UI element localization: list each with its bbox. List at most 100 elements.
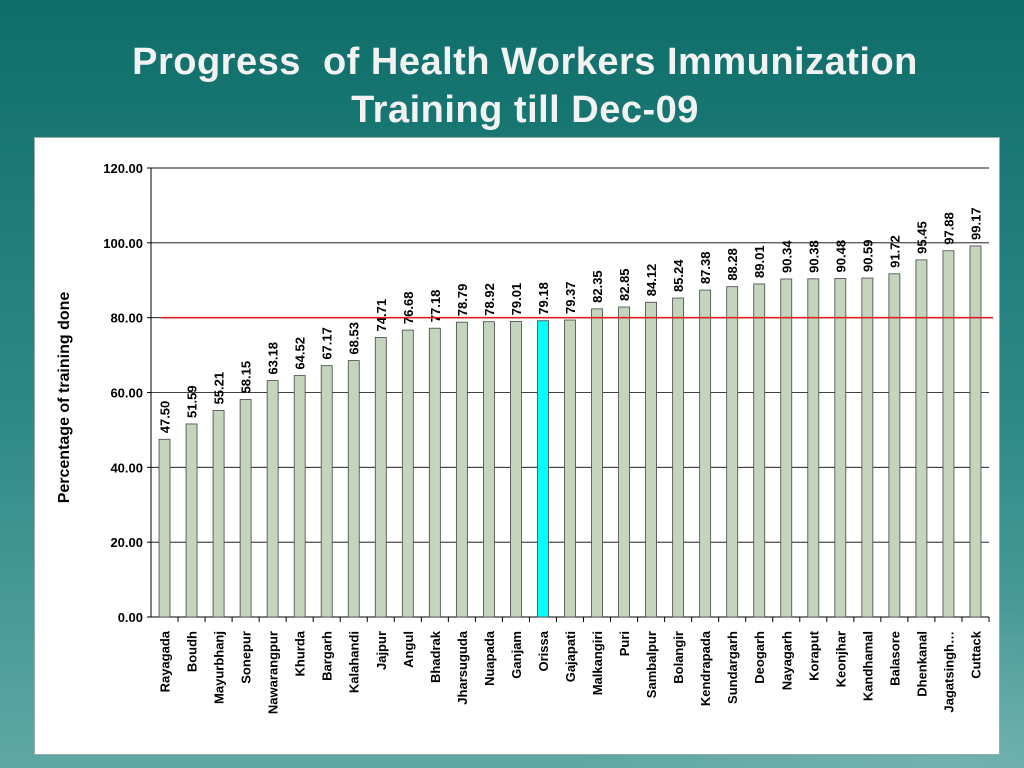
- bar: [510, 320, 522, 618]
- bar: [618, 306, 630, 618]
- data-label: 79.18: [536, 282, 551, 315]
- data-label: 84.12: [644, 264, 659, 297]
- bar: [942, 250, 955, 618]
- data-label: 79.37: [563, 281, 578, 314]
- category-label: Kalahandi: [347, 631, 362, 693]
- bar: [212, 410, 225, 618]
- category-label: Koraput: [806, 630, 821, 681]
- data-label: 89.01: [752, 245, 767, 278]
- bar: [807, 278, 820, 618]
- slide-title-line1: Progress of Health Workers Immunization: [132, 41, 918, 83]
- chart-panel: 0.00 20.00 40.00 60.00 80.00 100.00 120.00 Perc…: [34, 137, 1000, 755]
- bar: [347, 360, 360, 618]
- bar: [753, 283, 766, 618]
- data-label: 68.53: [347, 322, 362, 355]
- data-label: 51.59: [185, 385, 200, 418]
- data-label: 55.21: [212, 372, 227, 405]
- bar: [401, 329, 414, 618]
- data-label: 82.35: [590, 270, 605, 303]
- category-label: Nayagarh: [779, 631, 794, 690]
- bar: [185, 423, 198, 618]
- category-label: Nuapada: [482, 630, 497, 686]
- data-label: 78.79: [455, 284, 470, 317]
- y-tick-label: 100.00: [103, 236, 143, 251]
- data-label: 90.48: [833, 240, 848, 273]
- category-label: Jajpur: [374, 631, 389, 670]
- data-label: 79.01: [509, 283, 524, 316]
- category-label: Jharsuguda: [455, 630, 470, 704]
- slide-title: Progress of Health Workers Immunization …: [0, 38, 1024, 134]
- data-label: 90.38: [806, 240, 821, 273]
- bar: [483, 321, 495, 618]
- category-label: Nawarangpur: [266, 631, 281, 714]
- y-tick-label: 20.00: [110, 535, 143, 550]
- data-label: 88.28: [725, 248, 740, 281]
- data-label: 63.18: [266, 342, 281, 375]
- category-label: Kendrapada: [698, 630, 713, 706]
- bar: [645, 301, 657, 618]
- category-label: Balasore: [887, 631, 902, 686]
- y-tick-label: 60.00: [110, 386, 143, 401]
- bar: [564, 319, 576, 618]
- y-tick-label: 80.00: [110, 311, 143, 326]
- bar-chart: 0.00 20.00 40.00 60.00 80.00 100.00 120.00 Perc…: [56, 161, 993, 714]
- data-label: 97.88: [941, 212, 956, 245]
- category-label: Bargarh: [320, 631, 335, 681]
- bar: [834, 278, 847, 618]
- y-tick-label: 40.00: [110, 460, 143, 475]
- data-label: 78.92: [482, 283, 497, 316]
- data-label: 85.24: [671, 259, 686, 292]
- data-label: 58.15: [239, 361, 254, 394]
- category-label: Kandhamal: [860, 631, 875, 701]
- data-label: 95.45: [914, 221, 929, 254]
- category-label: Rayagada: [158, 630, 173, 692]
- y-tick-label: 120.00: [103, 161, 143, 176]
- bar: [969, 245, 982, 618]
- bar: [780, 278, 793, 618]
- data-label: 47.50: [158, 401, 173, 434]
- y-tick-label: 0.00: [118, 610, 143, 625]
- category-label: Bolangir: [671, 631, 686, 684]
- category-label: Mayurbhanj: [212, 631, 227, 704]
- category-label: Boudh: [185, 631, 200, 672]
- category-label: Bhadrak: [428, 630, 443, 683]
- category-label: Gajapati: [563, 631, 578, 682]
- category-label: Dhenkanal: [914, 631, 929, 697]
- category-label: Ganjam: [509, 631, 524, 679]
- category-label: Sambalpur: [644, 631, 659, 698]
- category-label: Sundargarh: [725, 631, 740, 704]
- bar: [374, 337, 387, 618]
- data-label: 76.68: [401, 292, 416, 325]
- category-label: Keonjhar: [833, 631, 848, 687]
- data-label: 87.38: [698, 252, 713, 285]
- category-label: Orissa: [536, 630, 551, 671]
- data-label: 99.17: [968, 207, 983, 240]
- bar: [591, 308, 603, 618]
- category-label: Sonepur: [239, 631, 254, 684]
- bar: [158, 438, 171, 618]
- category-label: Khurda: [293, 630, 308, 676]
- bar: [699, 289, 712, 618]
- bar: [320, 365, 333, 618]
- bar: [266, 380, 279, 618]
- y-axis-title: Percentage of training done: [56, 292, 73, 504]
- data-label: 77.18: [428, 290, 443, 323]
- data-label: 74.71: [374, 299, 389, 332]
- category-label: Malkangiri: [590, 631, 605, 695]
- data-label: 67.17: [320, 327, 335, 360]
- category-label: Jagatsingh…: [941, 631, 956, 713]
- bar: [428, 327, 441, 618]
- data-label: 64.52: [293, 337, 308, 370]
- data-label: 90.34: [779, 240, 794, 273]
- bar: [888, 273, 901, 618]
- bar: [672, 297, 685, 618]
- bar: [239, 399, 252, 618]
- data-label: 90.59: [860, 239, 875, 272]
- data-label: 91.72: [887, 235, 902, 268]
- bar: [293, 375, 306, 618]
- bar: [915, 259, 928, 618]
- category-label: Angul: [401, 631, 416, 668]
- bar: [861, 277, 874, 618]
- category-label: Puri: [617, 631, 632, 656]
- slide-title-line2: Training till Dec-09: [351, 89, 699, 131]
